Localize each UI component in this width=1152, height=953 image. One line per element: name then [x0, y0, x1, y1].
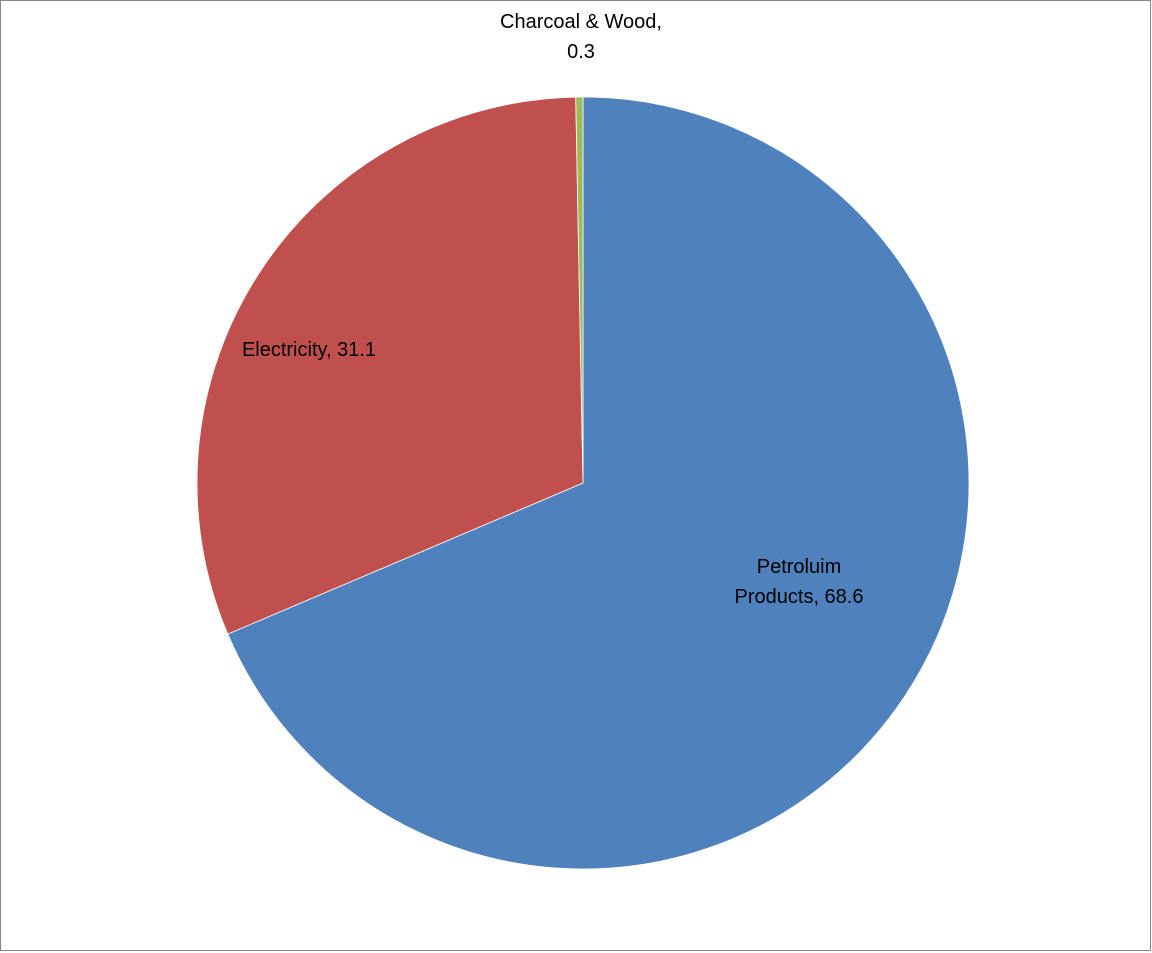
pie-slice-electricity [196, 96, 584, 635]
slice-label-charcoal-wood: Charcoal & Wood, 0.3 [500, 11, 662, 63]
slice-label-electricity: Electricity, 31.1 [242, 339, 376, 361]
pie-slices [196, 96, 970, 870]
pie-labels: Petroluim Products, 68.6 Electricity, 31.1… [242, 11, 864, 608]
pie-slice-charcoal-wood [575, 96, 584, 484]
slice-label-petroluim-products: Petroluim Products, 68.6 [735, 556, 864, 608]
pie-slice-petroluim-products [227, 96, 970, 870]
